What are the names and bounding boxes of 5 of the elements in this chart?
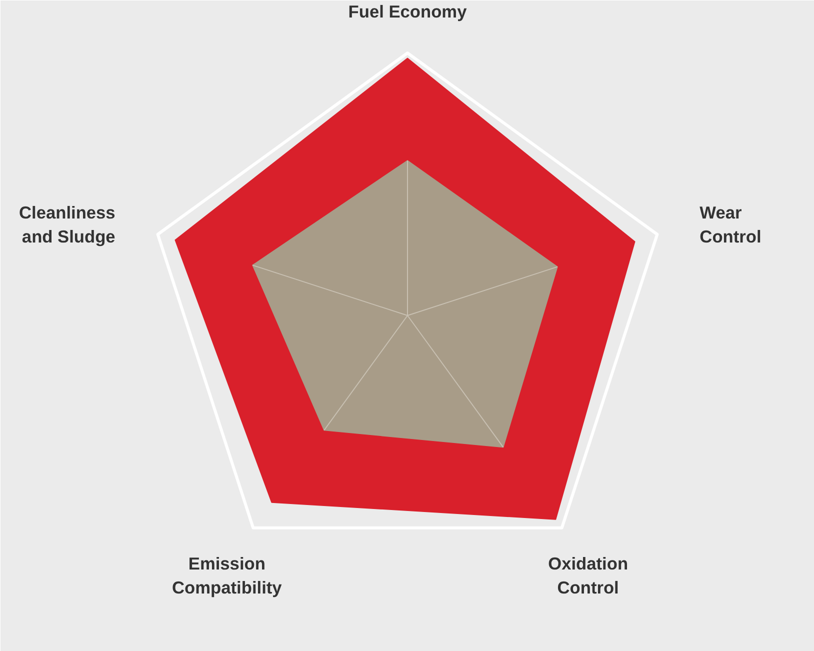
spoke-label: Oxidation Control xyxy=(548,553,628,598)
spoke-label: Cleanliness and Sludge xyxy=(19,202,116,247)
spoke-label: Emission Compatibility xyxy=(172,553,282,598)
spoke-label: Wear Control xyxy=(700,202,762,247)
spoke-label: Fuel Economy xyxy=(348,2,468,22)
